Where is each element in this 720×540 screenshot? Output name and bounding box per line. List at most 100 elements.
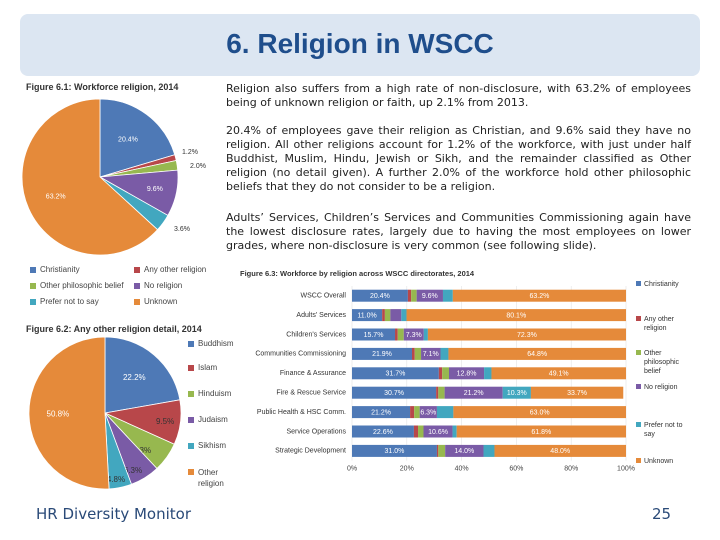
x-tick-label: 100% (617, 466, 635, 473)
pie-data-label: 9.5% (156, 417, 174, 426)
legend-label: Hinduism (198, 389, 232, 398)
category-label: Strategic Development (275, 448, 346, 455)
bar-segment (397, 328, 404, 341)
bar-segment (483, 444, 495, 457)
legend-label: Judaism (198, 415, 228, 424)
bar-segment (352, 309, 383, 322)
x-tick-label: 0% (347, 466, 357, 473)
bar-data-label: 20.4% (370, 293, 390, 300)
bar-segment (413, 425, 419, 438)
bar-segment (427, 328, 626, 341)
category-label: Service Operations (286, 428, 346, 435)
bar-segment (418, 425, 424, 438)
bar-data-label: 63.0% (530, 409, 550, 416)
bar-segment (452, 289, 626, 302)
legend-label: Any other religion (144, 265, 207, 274)
pie-data-label: 20.4% (118, 136, 138, 143)
legend-label: Islam (198, 363, 218, 372)
x-tick-label: 20% (400, 466, 414, 473)
legend-label: Christianity (40, 265, 80, 274)
legend-item: Other religion (188, 467, 228, 489)
legend-label: Prefer not to (644, 422, 683, 429)
legend-swatch (134, 299, 140, 305)
bar-segment (423, 425, 453, 438)
category-label: Finance & Assurance (280, 370, 346, 377)
bar-segment (411, 289, 417, 302)
pie-data-label: 6.3% (124, 466, 142, 475)
bar-segment (384, 309, 391, 322)
bar-data-label: 7.1% (423, 351, 439, 358)
bar-segment (416, 289, 443, 302)
legend-item: Islam (188, 363, 217, 372)
bar-segment (452, 425, 457, 438)
bar-data-label: 31.7% (385, 371, 405, 378)
bar-segment (444, 386, 503, 399)
workforce-by-directorate-bar-chart: Figure 6.3: Workforce by religion across… (240, 269, 683, 473)
bar-segment (436, 444, 439, 457)
bar-data-label: 30.7% (384, 390, 404, 397)
bar-segment (442, 367, 449, 380)
bar-segment (440, 347, 449, 360)
bar-data-label: 63.2% (529, 293, 549, 300)
pie-slice (104, 336, 181, 414)
bar-data-label: 12.8% (457, 371, 477, 378)
bar-segment (352, 425, 414, 438)
legend-item: Hinduism (188, 389, 231, 398)
bar-segment (442, 289, 453, 302)
bar-data-label: 21.2% (464, 390, 484, 397)
legend-swatch (30, 267, 36, 273)
pie-data-label: 4.8% (107, 475, 125, 484)
category-label: Children's Services (286, 331, 346, 338)
page-number: 25 (652, 505, 672, 523)
legend-label: No religion (144, 281, 183, 290)
bar-segment (419, 406, 437, 419)
pie-slice (28, 336, 110, 490)
legend-swatch (30, 299, 36, 305)
bar-segment (448, 347, 626, 360)
legend-item: Any other religion (134, 265, 206, 274)
bar-segment (438, 386, 445, 399)
bar-segment (491, 367, 626, 380)
figure-6-1-title: Figure 6.1: Workforce religion, 2014 (26, 82, 179, 92)
bar-segment (406, 309, 626, 322)
legend-label: Buddhism (198, 339, 234, 348)
legend-swatch (188, 391, 194, 397)
bar-segment (456, 425, 626, 438)
pie-data-label: 3.6% (174, 226, 190, 233)
bar-data-label: 10.6% (428, 429, 448, 436)
bar-data-label: 33.7% (567, 390, 587, 397)
bar-segment (407, 289, 412, 302)
legend-label: philosophic (644, 359, 680, 366)
bar-segment (530, 386, 624, 399)
legend-swatch (636, 458, 641, 463)
legend-swatch (636, 422, 641, 427)
bar-segment (436, 386, 439, 399)
legend-label: Other religion (198, 468, 224, 488)
bar-data-label: 64.8% (527, 351, 547, 358)
bar-data-label: 6.3% (420, 409, 436, 416)
bar-segment (401, 309, 407, 322)
bar-segment (421, 347, 441, 360)
x-tick-label: 80% (564, 466, 578, 473)
legend-swatch (636, 384, 641, 389)
bar-data-label: 21.9% (372, 351, 392, 358)
bar-data-label: 21.2% (371, 409, 391, 416)
legend-swatch (188, 443, 194, 449)
pie-data-label: 22.2% (123, 373, 146, 382)
bar-segment (414, 347, 422, 360)
pie-data-label: 6.3% (133, 446, 151, 455)
legend-label: Other (644, 350, 662, 357)
paragraph-1: Religion also suffers from a high rate o… (226, 82, 691, 109)
legend-swatch (188, 469, 194, 475)
bar-segment (410, 406, 415, 419)
legend-label: Christianity (644, 281, 679, 288)
x-tick-label: 40% (455, 466, 469, 473)
bar-data-label: 9.6% (422, 293, 438, 300)
bar-segment (352, 444, 437, 457)
bar-data-label: 49.1% (549, 371, 569, 378)
bar-data-label: 72.3% (517, 332, 537, 339)
legend-label: No religion (644, 384, 678, 391)
bar-data-label: 7.3% (406, 332, 422, 339)
bar-segment (352, 328, 396, 341)
legend-swatch (636, 281, 641, 286)
